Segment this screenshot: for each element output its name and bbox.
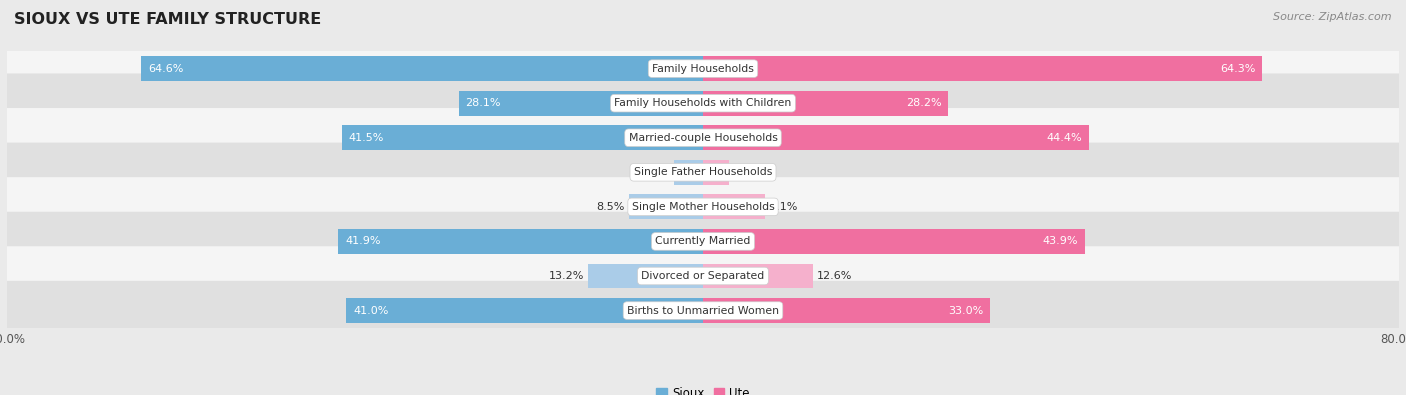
Text: Births to Unmarried Women: Births to Unmarried Women [627, 306, 779, 316]
Text: Single Mother Households: Single Mother Households [631, 202, 775, 212]
Bar [703, 298, 990, 323]
FancyBboxPatch shape [4, 246, 1402, 306]
Text: Divorced or Separated: Divorced or Separated [641, 271, 765, 281]
Text: SIOUX VS UTE FAMILY STRUCTURE: SIOUX VS UTE FAMILY STRUCTURE [14, 12, 322, 27]
Text: 33.0%: 33.0% [948, 306, 983, 316]
Text: 64.3%: 64.3% [1220, 64, 1256, 73]
Text: 3.3%: 3.3% [641, 167, 669, 177]
Text: 44.4%: 44.4% [1046, 133, 1083, 143]
Bar [346, 298, 703, 323]
Text: 8.5%: 8.5% [596, 202, 624, 212]
Text: 43.9%: 43.9% [1042, 237, 1078, 246]
Text: 28.2%: 28.2% [905, 98, 942, 108]
FancyBboxPatch shape [4, 177, 1402, 237]
Text: 13.2%: 13.2% [548, 271, 583, 281]
Bar [703, 194, 765, 219]
Bar [703, 263, 813, 288]
Text: 41.9%: 41.9% [346, 237, 381, 246]
FancyBboxPatch shape [4, 281, 1402, 340]
Text: Family Households: Family Households [652, 64, 754, 73]
FancyBboxPatch shape [4, 73, 1402, 133]
Bar [588, 263, 703, 288]
Legend: Sioux, Ute: Sioux, Ute [652, 382, 754, 395]
Text: 12.6%: 12.6% [817, 271, 852, 281]
Bar [675, 160, 703, 185]
Text: 64.6%: 64.6% [148, 64, 183, 73]
Text: Married-couple Households: Married-couple Households [628, 133, 778, 143]
Bar [703, 160, 730, 185]
Text: 28.1%: 28.1% [465, 98, 501, 108]
Bar [703, 125, 1090, 150]
Text: Single Father Households: Single Father Households [634, 167, 772, 177]
Bar [339, 229, 703, 254]
Text: 41.0%: 41.0% [353, 306, 388, 316]
Text: 3.0%: 3.0% [734, 167, 762, 177]
Text: Family Households with Children: Family Households with Children [614, 98, 792, 108]
Bar [703, 56, 1263, 81]
Bar [342, 125, 703, 150]
FancyBboxPatch shape [4, 212, 1402, 271]
Text: Source: ZipAtlas.com: Source: ZipAtlas.com [1274, 12, 1392, 22]
FancyBboxPatch shape [4, 108, 1402, 167]
FancyBboxPatch shape [4, 39, 1402, 98]
FancyBboxPatch shape [4, 143, 1402, 202]
Bar [628, 194, 703, 219]
Bar [703, 229, 1085, 254]
Bar [141, 56, 703, 81]
Text: 7.1%: 7.1% [769, 202, 797, 212]
Bar [458, 91, 703, 116]
Text: Currently Married: Currently Married [655, 237, 751, 246]
Bar [703, 91, 948, 116]
Text: 41.5%: 41.5% [349, 133, 384, 143]
